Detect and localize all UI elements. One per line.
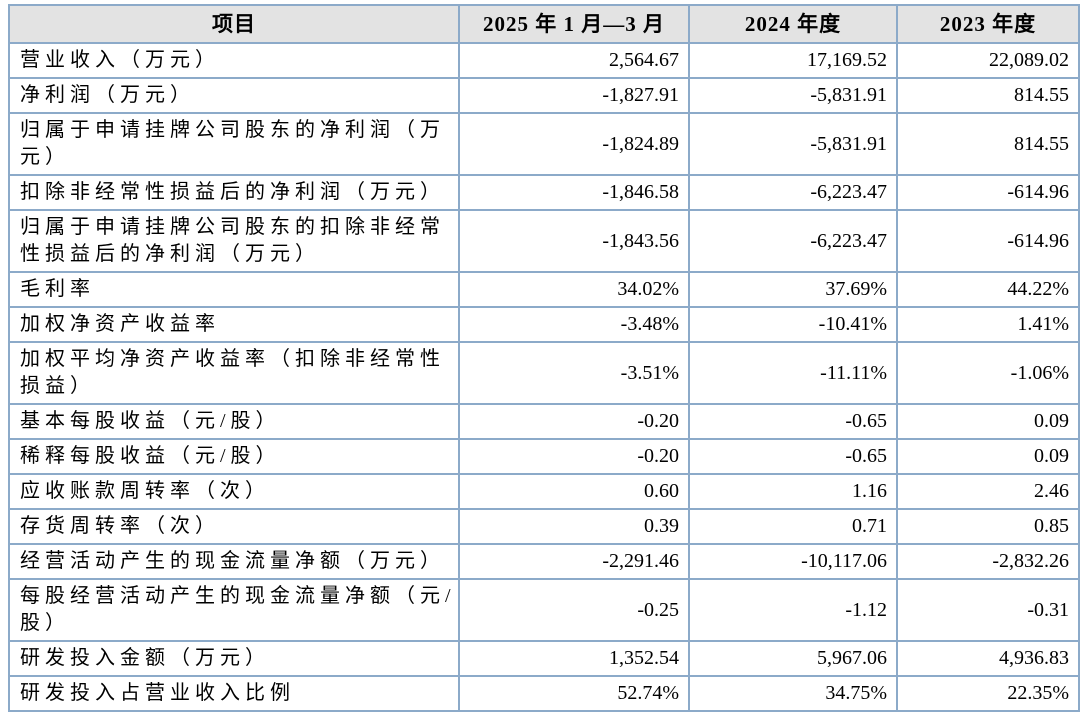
row-label-diluted-eps: 稀释每股收益（元/股） — [8, 438, 460, 475]
value-cell: 4,936.83 — [896, 640, 1080, 677]
value-cell: 814.55 — [896, 112, 1080, 176]
row-label-inventory-turnover: 存货周转率（次） — [8, 508, 460, 545]
value-cell: -11.11% — [688, 341, 898, 405]
table-row: 净利润（万元） -1,827.91 -5,831.91 814.55 — [8, 77, 1080, 114]
header-cell-item: 项目 — [8, 4, 460, 44]
table-row: 每股经营活动产生的现金流量净额（元/股） -0.25 -1.12 -0.31 — [8, 578, 1080, 642]
row-label-gross-margin: 毛利率 — [8, 271, 460, 308]
row-label-weighted-avg-roe-excl-nonrecurring: 加权平均净资产收益率（扣除非经常性损益） — [8, 341, 460, 405]
value-cell: -3.48% — [458, 306, 690, 343]
header-cell-2025-jan-mar: 2025 年 1 月—3 月 — [458, 4, 690, 44]
value-cell: -10,117.06 — [688, 543, 898, 580]
value-cell: 52.74% — [458, 675, 690, 712]
value-cell: 0.39 — [458, 508, 690, 545]
value-cell: -0.65 — [688, 403, 898, 440]
table-row: 加权净资产收益率 -3.48% -10.41% 1.41% — [8, 306, 1080, 343]
value-cell: -1.06% — [896, 341, 1080, 405]
value-cell: 22.35% — [896, 675, 1080, 712]
row-label-basic-eps: 基本每股收益（元/股） — [8, 403, 460, 440]
row-label-rd-investment: 研发投入金额（万元） — [8, 640, 460, 677]
table-header-row: 项目 2025 年 1 月—3 月 2024 年度 2023 年度 — [8, 4, 1080, 44]
value-cell: -614.96 — [896, 209, 1080, 273]
value-cell: 0.60 — [458, 473, 690, 510]
value-cell: -0.65 — [688, 438, 898, 475]
value-cell: -1,824.89 — [458, 112, 690, 176]
table-row: 研发投入金额（万元） 1,352.54 5,967.06 4,936.83 — [8, 640, 1080, 677]
value-cell: -5,831.91 — [688, 112, 898, 176]
value-cell: -3.51% — [458, 341, 690, 405]
table-row: 加权平均净资产收益率（扣除非经常性损益） -3.51% -11.11% -1.0… — [8, 341, 1080, 405]
value-cell: -2,291.46 — [458, 543, 690, 580]
row-label-operating-cash-flow-per-share: 每股经营活动产生的现金流量净额（元/股） — [8, 578, 460, 642]
value-cell: 17,169.52 — [688, 42, 898, 79]
value-cell: 1.41% — [896, 306, 1080, 343]
value-cell: 2.46 — [896, 473, 1080, 510]
table-row: 经营活动产生的现金流量净额（万元） -2,291.46 -10,117.06 -… — [8, 543, 1080, 580]
value-cell: -1.12 — [688, 578, 898, 642]
table-row: 存货周转率（次） 0.39 0.71 0.85 — [8, 508, 1080, 545]
value-cell: 814.55 — [896, 77, 1080, 114]
table-row: 毛利率 34.02% 37.69% 44.22% — [8, 271, 1080, 308]
value-cell: -614.96 — [896, 174, 1080, 211]
row-label-net-profit: 净利润（万元） — [8, 77, 460, 114]
value-cell: 22,089.02 — [896, 42, 1080, 79]
row-label-weighted-roe: 加权净资产收益率 — [8, 306, 460, 343]
row-label-attributable-net-profit-excl-nonrecurring: 归属于申请挂牌公司股东的扣除非经常性损益后的净利润（万元） — [8, 209, 460, 273]
row-label-operating-revenue: 营业收入（万元） — [8, 42, 460, 79]
row-label-net-profit-attributable: 归属于申请挂牌公司股东的净利润（万元） — [8, 112, 460, 176]
table-row: 营业收入（万元） 2,564.67 17,169.52 22,089.02 — [8, 42, 1080, 79]
value-cell: -5,831.91 — [688, 77, 898, 114]
value-cell: 34.02% — [458, 271, 690, 308]
table-row: 研发投入占营业收入比例 52.74% 34.75% 22.35% — [8, 675, 1080, 712]
value-cell: -6,223.47 — [688, 209, 898, 273]
table-row: 基本每股收益（元/股） -0.20 -0.65 0.09 — [8, 403, 1080, 440]
row-label-operating-cash-flow: 经营活动产生的现金流量净额（万元） — [8, 543, 460, 580]
header-cell-2024: 2024 年度 — [688, 4, 898, 44]
value-cell: 44.22% — [896, 271, 1080, 308]
table-row: 归属于申请挂牌公司股东的净利润（万元） -1,824.89 -5,831.91 … — [8, 112, 1080, 176]
value-cell: -6,223.47 — [688, 174, 898, 211]
row-label-rd-to-revenue-ratio: 研发投入占营业收入比例 — [8, 675, 460, 712]
value-cell: 0.71 — [688, 508, 898, 545]
financial-indicators-table: 项目 2025 年 1 月—3 月 2024 年度 2023 年度 营业收入（万… — [8, 4, 1080, 712]
value-cell: 37.69% — [688, 271, 898, 308]
value-cell: -2,832.26 — [896, 543, 1080, 580]
table-row: 归属于申请挂牌公司股东的扣除非经常性损益后的净利润（万元） -1,843.56 … — [8, 209, 1080, 273]
value-cell: -0.25 — [458, 578, 690, 642]
value-cell: 5,967.06 — [688, 640, 898, 677]
value-cell: 1.16 — [688, 473, 898, 510]
value-cell: 0.09 — [896, 403, 1080, 440]
header-cell-2023: 2023 年度 — [896, 4, 1080, 44]
table-row: 应收账款周转率（次） 0.60 1.16 2.46 — [8, 473, 1080, 510]
row-label-receivables-turnover: 应收账款周转率（次） — [8, 473, 460, 510]
value-cell: -0.20 — [458, 438, 690, 475]
value-cell: -10.41% — [688, 306, 898, 343]
value-cell: -1,827.91 — [458, 77, 690, 114]
row-label-net-profit-excl-nonrecurring: 扣除非经常性损益后的净利润（万元） — [8, 174, 460, 211]
value-cell: -0.20 — [458, 403, 690, 440]
table-row: 稀释每股收益（元/股） -0.20 -0.65 0.09 — [8, 438, 1080, 475]
value-cell: 0.09 — [896, 438, 1080, 475]
value-cell: 34.75% — [688, 675, 898, 712]
value-cell: -1,846.58 — [458, 174, 690, 211]
value-cell: 0.85 — [896, 508, 1080, 545]
value-cell: -0.31 — [896, 578, 1080, 642]
table-row: 扣除非经常性损益后的净利润（万元） -1,846.58 -6,223.47 -6… — [8, 174, 1080, 211]
value-cell: 2,564.67 — [458, 42, 690, 79]
value-cell: -1,843.56 — [458, 209, 690, 273]
value-cell: 1,352.54 — [458, 640, 690, 677]
